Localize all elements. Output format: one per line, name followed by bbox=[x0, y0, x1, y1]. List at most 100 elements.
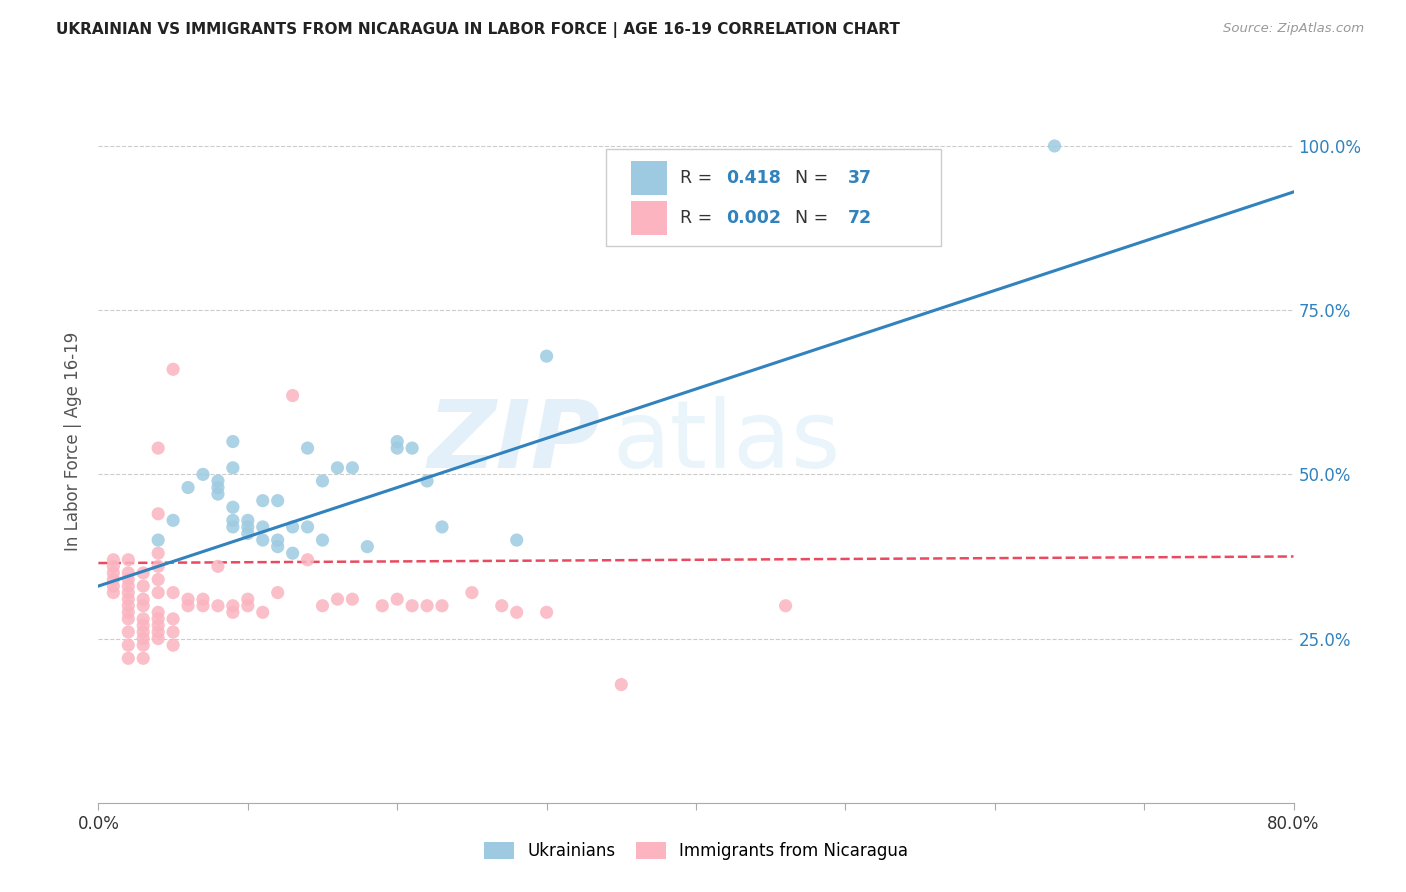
Point bbox=[207, 599, 229, 613]
Point bbox=[371, 599, 394, 613]
Point bbox=[207, 481, 229, 495]
Text: UKRAINIAN VS IMMIGRANTS FROM NICARAGUA IN LABOR FORCE | AGE 16-19 CORRELATION CH: UKRAINIAN VS IMMIGRANTS FROM NICARAGUA I… bbox=[56, 22, 900, 38]
Point bbox=[252, 533, 274, 547]
Point bbox=[117, 573, 139, 587]
Point bbox=[222, 434, 245, 449]
Point bbox=[610, 677, 633, 691]
Point bbox=[252, 493, 274, 508]
Point bbox=[148, 612, 170, 626]
Point bbox=[132, 632, 155, 646]
Point bbox=[103, 579, 125, 593]
Point bbox=[117, 638, 139, 652]
FancyBboxPatch shape bbox=[606, 149, 941, 246]
Point bbox=[252, 605, 274, 619]
Point bbox=[311, 599, 333, 613]
Point bbox=[385, 441, 409, 455]
Point bbox=[536, 349, 558, 363]
Text: N =: N = bbox=[785, 169, 834, 186]
Text: R =: R = bbox=[681, 209, 718, 227]
Legend: Ukrainians, Immigrants from Nicaragua: Ukrainians, Immigrants from Nicaragua bbox=[478, 835, 914, 867]
Point bbox=[236, 592, 259, 607]
Point bbox=[148, 533, 170, 547]
Point bbox=[416, 474, 439, 488]
Point bbox=[281, 520, 304, 534]
Point bbox=[103, 553, 125, 567]
Point bbox=[148, 559, 170, 574]
Point bbox=[132, 599, 155, 613]
Point bbox=[385, 434, 409, 449]
Point bbox=[132, 612, 155, 626]
Point bbox=[132, 592, 155, 607]
Point bbox=[252, 520, 274, 534]
Point bbox=[117, 579, 139, 593]
Point bbox=[132, 651, 155, 665]
Point bbox=[342, 460, 364, 475]
Point bbox=[297, 520, 319, 534]
Point bbox=[267, 540, 290, 554]
Point bbox=[326, 460, 349, 475]
Point bbox=[177, 599, 200, 613]
Point bbox=[162, 513, 184, 527]
Point bbox=[117, 553, 139, 567]
Point bbox=[191, 599, 214, 613]
Point bbox=[148, 507, 170, 521]
Point bbox=[177, 592, 200, 607]
Y-axis label: In Labor Force | Age 16-19: In Labor Force | Age 16-19 bbox=[63, 332, 82, 551]
Point bbox=[267, 533, 290, 547]
Point bbox=[162, 585, 184, 599]
Point bbox=[281, 388, 304, 402]
Point bbox=[342, 592, 364, 607]
Point bbox=[117, 592, 139, 607]
Point bbox=[401, 599, 423, 613]
Point bbox=[117, 585, 139, 599]
Point bbox=[430, 520, 453, 534]
Point bbox=[117, 625, 139, 640]
Point bbox=[191, 592, 214, 607]
Point bbox=[461, 585, 484, 599]
Point bbox=[117, 612, 139, 626]
Point bbox=[162, 612, 184, 626]
Point bbox=[117, 651, 139, 665]
Point bbox=[132, 579, 155, 593]
Point bbox=[297, 441, 319, 455]
Point bbox=[148, 573, 170, 587]
Point bbox=[103, 559, 125, 574]
Point bbox=[148, 632, 170, 646]
Point bbox=[117, 599, 139, 613]
Point bbox=[177, 481, 200, 495]
Point bbox=[132, 625, 155, 640]
Point bbox=[297, 553, 319, 567]
Point bbox=[267, 585, 290, 599]
Point bbox=[148, 546, 170, 560]
Point bbox=[401, 441, 423, 455]
Point bbox=[222, 500, 245, 515]
Point bbox=[267, 493, 290, 508]
Point bbox=[222, 520, 245, 534]
Point bbox=[222, 513, 245, 527]
Point bbox=[385, 592, 409, 607]
Point bbox=[326, 592, 349, 607]
Point bbox=[311, 474, 333, 488]
Point bbox=[311, 533, 333, 547]
Point bbox=[356, 540, 378, 554]
Point bbox=[162, 625, 184, 640]
Text: ZIP: ZIP bbox=[427, 395, 600, 488]
Point bbox=[236, 599, 259, 613]
Text: 72: 72 bbox=[848, 209, 872, 227]
Point bbox=[148, 585, 170, 599]
Point bbox=[148, 618, 170, 632]
FancyBboxPatch shape bbox=[631, 161, 668, 194]
Point bbox=[222, 460, 245, 475]
Point bbox=[207, 474, 229, 488]
Text: Source: ZipAtlas.com: Source: ZipAtlas.com bbox=[1223, 22, 1364, 36]
Text: R =: R = bbox=[681, 169, 718, 186]
Point bbox=[222, 605, 245, 619]
Point bbox=[117, 605, 139, 619]
Text: 37: 37 bbox=[848, 169, 872, 186]
Point bbox=[416, 599, 439, 613]
Point bbox=[207, 559, 229, 574]
Point bbox=[207, 487, 229, 501]
Text: N =: N = bbox=[785, 209, 834, 227]
Point bbox=[162, 362, 184, 376]
Point bbox=[191, 467, 214, 482]
